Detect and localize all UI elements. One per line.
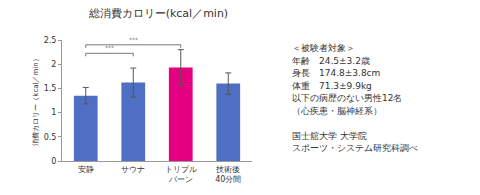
html-text:年齢 24.5±3.2歳: 年齢 24.5±3.2歳: [292, 55, 370, 66]
html-text:身長 174.8±3.8cm: 身長 174.8±3.8cm: [292, 68, 381, 78]
svg-text:安静: 安静: [78, 165, 94, 174]
html-text:（心疾患・脳神経系）: （心疾患・脳神経系）: [292, 105, 382, 116]
html-text:スポーツ・システム研究科調べ: スポーツ・システム研究科調べ: [292, 143, 418, 153]
svg-text:0.5: 0.5: [44, 133, 57, 142]
svg-text:***: ***: [105, 44, 114, 51]
html-text:＜被験者対象＞: ＜被験者対象＞: [292, 43, 355, 53]
svg-text:消費カロリー（kcal／min）: 消費カロリー（kcal／min）: [32, 55, 40, 145]
svg-text:0: 0: [51, 157, 56, 166]
svg-text:1.5: 1.5: [44, 84, 57, 93]
svg-text:2: 2: [51, 60, 56, 69]
svg-text:2.5: 2.5: [44, 36, 57, 45]
svg-text:トリプルバーン: トリプルバーン: [165, 165, 197, 184]
svg-text:1: 1: [51, 108, 56, 117]
html-text:国士舘大学 大学院: 国士舘大学 大学院: [292, 130, 367, 141]
svg-text:サウナ: サウナ: [121, 165, 145, 174]
html-text:体重 71.3±9.9kg: 体重 71.3±9.9kg: [292, 80, 372, 91]
svg-text:技術後40分間: 技術後40分間: [215, 165, 241, 184]
svg-text:***: ***: [129, 36, 138, 43]
html-text:以下の病歴のない男性12名: 以下の病歴のない男性12名: [292, 93, 403, 103]
svg-text:総消費カロリー(kcal／min): 総消費カロリー(kcal／min): [88, 7, 229, 20]
